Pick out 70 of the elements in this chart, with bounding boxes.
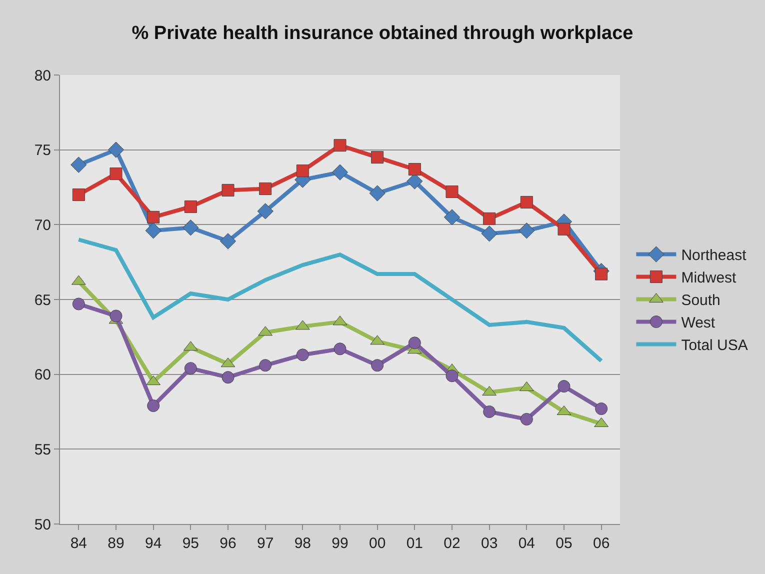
y-tick-label: 50 xyxy=(34,516,51,534)
point xyxy=(72,298,85,310)
legend-label: Midwest xyxy=(681,270,738,287)
point xyxy=(444,209,460,226)
x-tick-label: 84 xyxy=(70,535,88,552)
legend-label: South xyxy=(681,292,720,310)
point xyxy=(595,402,608,416)
point xyxy=(334,342,346,356)
y-tick-label: 60 xyxy=(34,366,51,384)
x-tick-label: 94 xyxy=(144,535,162,552)
point xyxy=(371,359,384,372)
x-tick-label: 05 xyxy=(556,535,572,552)
point xyxy=(558,380,570,393)
y-tick-label: 55 xyxy=(34,441,51,458)
legend-label: Northeast xyxy=(681,247,748,264)
legend-label: West xyxy=(681,314,716,332)
chart-title: % Private health insurance obtained through workplace xyxy=(132,23,634,44)
x-tick-label: 97 xyxy=(256,535,274,552)
x-tick-label: 98 xyxy=(294,535,312,552)
x-tick-label: 01 xyxy=(406,535,424,552)
point xyxy=(147,400,160,412)
point xyxy=(296,348,309,362)
point xyxy=(145,222,162,239)
point xyxy=(220,233,236,250)
point xyxy=(481,226,498,242)
x-tick-label: 06 xyxy=(592,535,610,552)
point xyxy=(110,310,122,322)
point xyxy=(296,164,309,178)
x-tick-label: 96 xyxy=(220,535,236,552)
line-series xyxy=(76,238,604,363)
point xyxy=(222,371,234,384)
point xyxy=(332,164,348,180)
point xyxy=(72,188,85,201)
point xyxy=(70,156,87,173)
point xyxy=(184,362,197,375)
point xyxy=(257,203,274,220)
y-tick-label: 65 xyxy=(34,292,51,309)
y-tick-label: 75 xyxy=(34,142,51,160)
point xyxy=(371,151,384,164)
x-tick-label: 00 xyxy=(368,535,386,552)
point xyxy=(595,268,608,280)
point xyxy=(520,196,533,208)
point xyxy=(222,184,234,196)
point xyxy=(518,222,535,239)
y-tick-label: 80 xyxy=(34,67,51,84)
point xyxy=(334,139,346,152)
x-tick-label: 03 xyxy=(480,535,498,552)
point xyxy=(520,412,533,426)
x-tick-label: 89 xyxy=(108,535,124,552)
point xyxy=(408,163,421,176)
point xyxy=(259,359,272,372)
y-tick-label: 70 xyxy=(34,216,51,234)
point xyxy=(184,200,197,213)
point xyxy=(483,406,496,418)
point xyxy=(147,210,160,224)
point xyxy=(182,220,199,236)
x-tick-label: 04 xyxy=(518,535,536,552)
point xyxy=(558,222,570,236)
legend-label: Total USA xyxy=(681,337,748,354)
point xyxy=(446,185,458,198)
x-tick-label: 99 xyxy=(332,535,348,552)
point xyxy=(446,370,458,382)
point xyxy=(369,185,386,202)
point xyxy=(110,168,122,180)
point xyxy=(483,212,496,225)
x-tick-label: 02 xyxy=(444,535,460,552)
point xyxy=(259,182,272,195)
point xyxy=(108,142,124,158)
x-tick-label: 95 xyxy=(182,535,200,552)
point xyxy=(408,336,421,350)
